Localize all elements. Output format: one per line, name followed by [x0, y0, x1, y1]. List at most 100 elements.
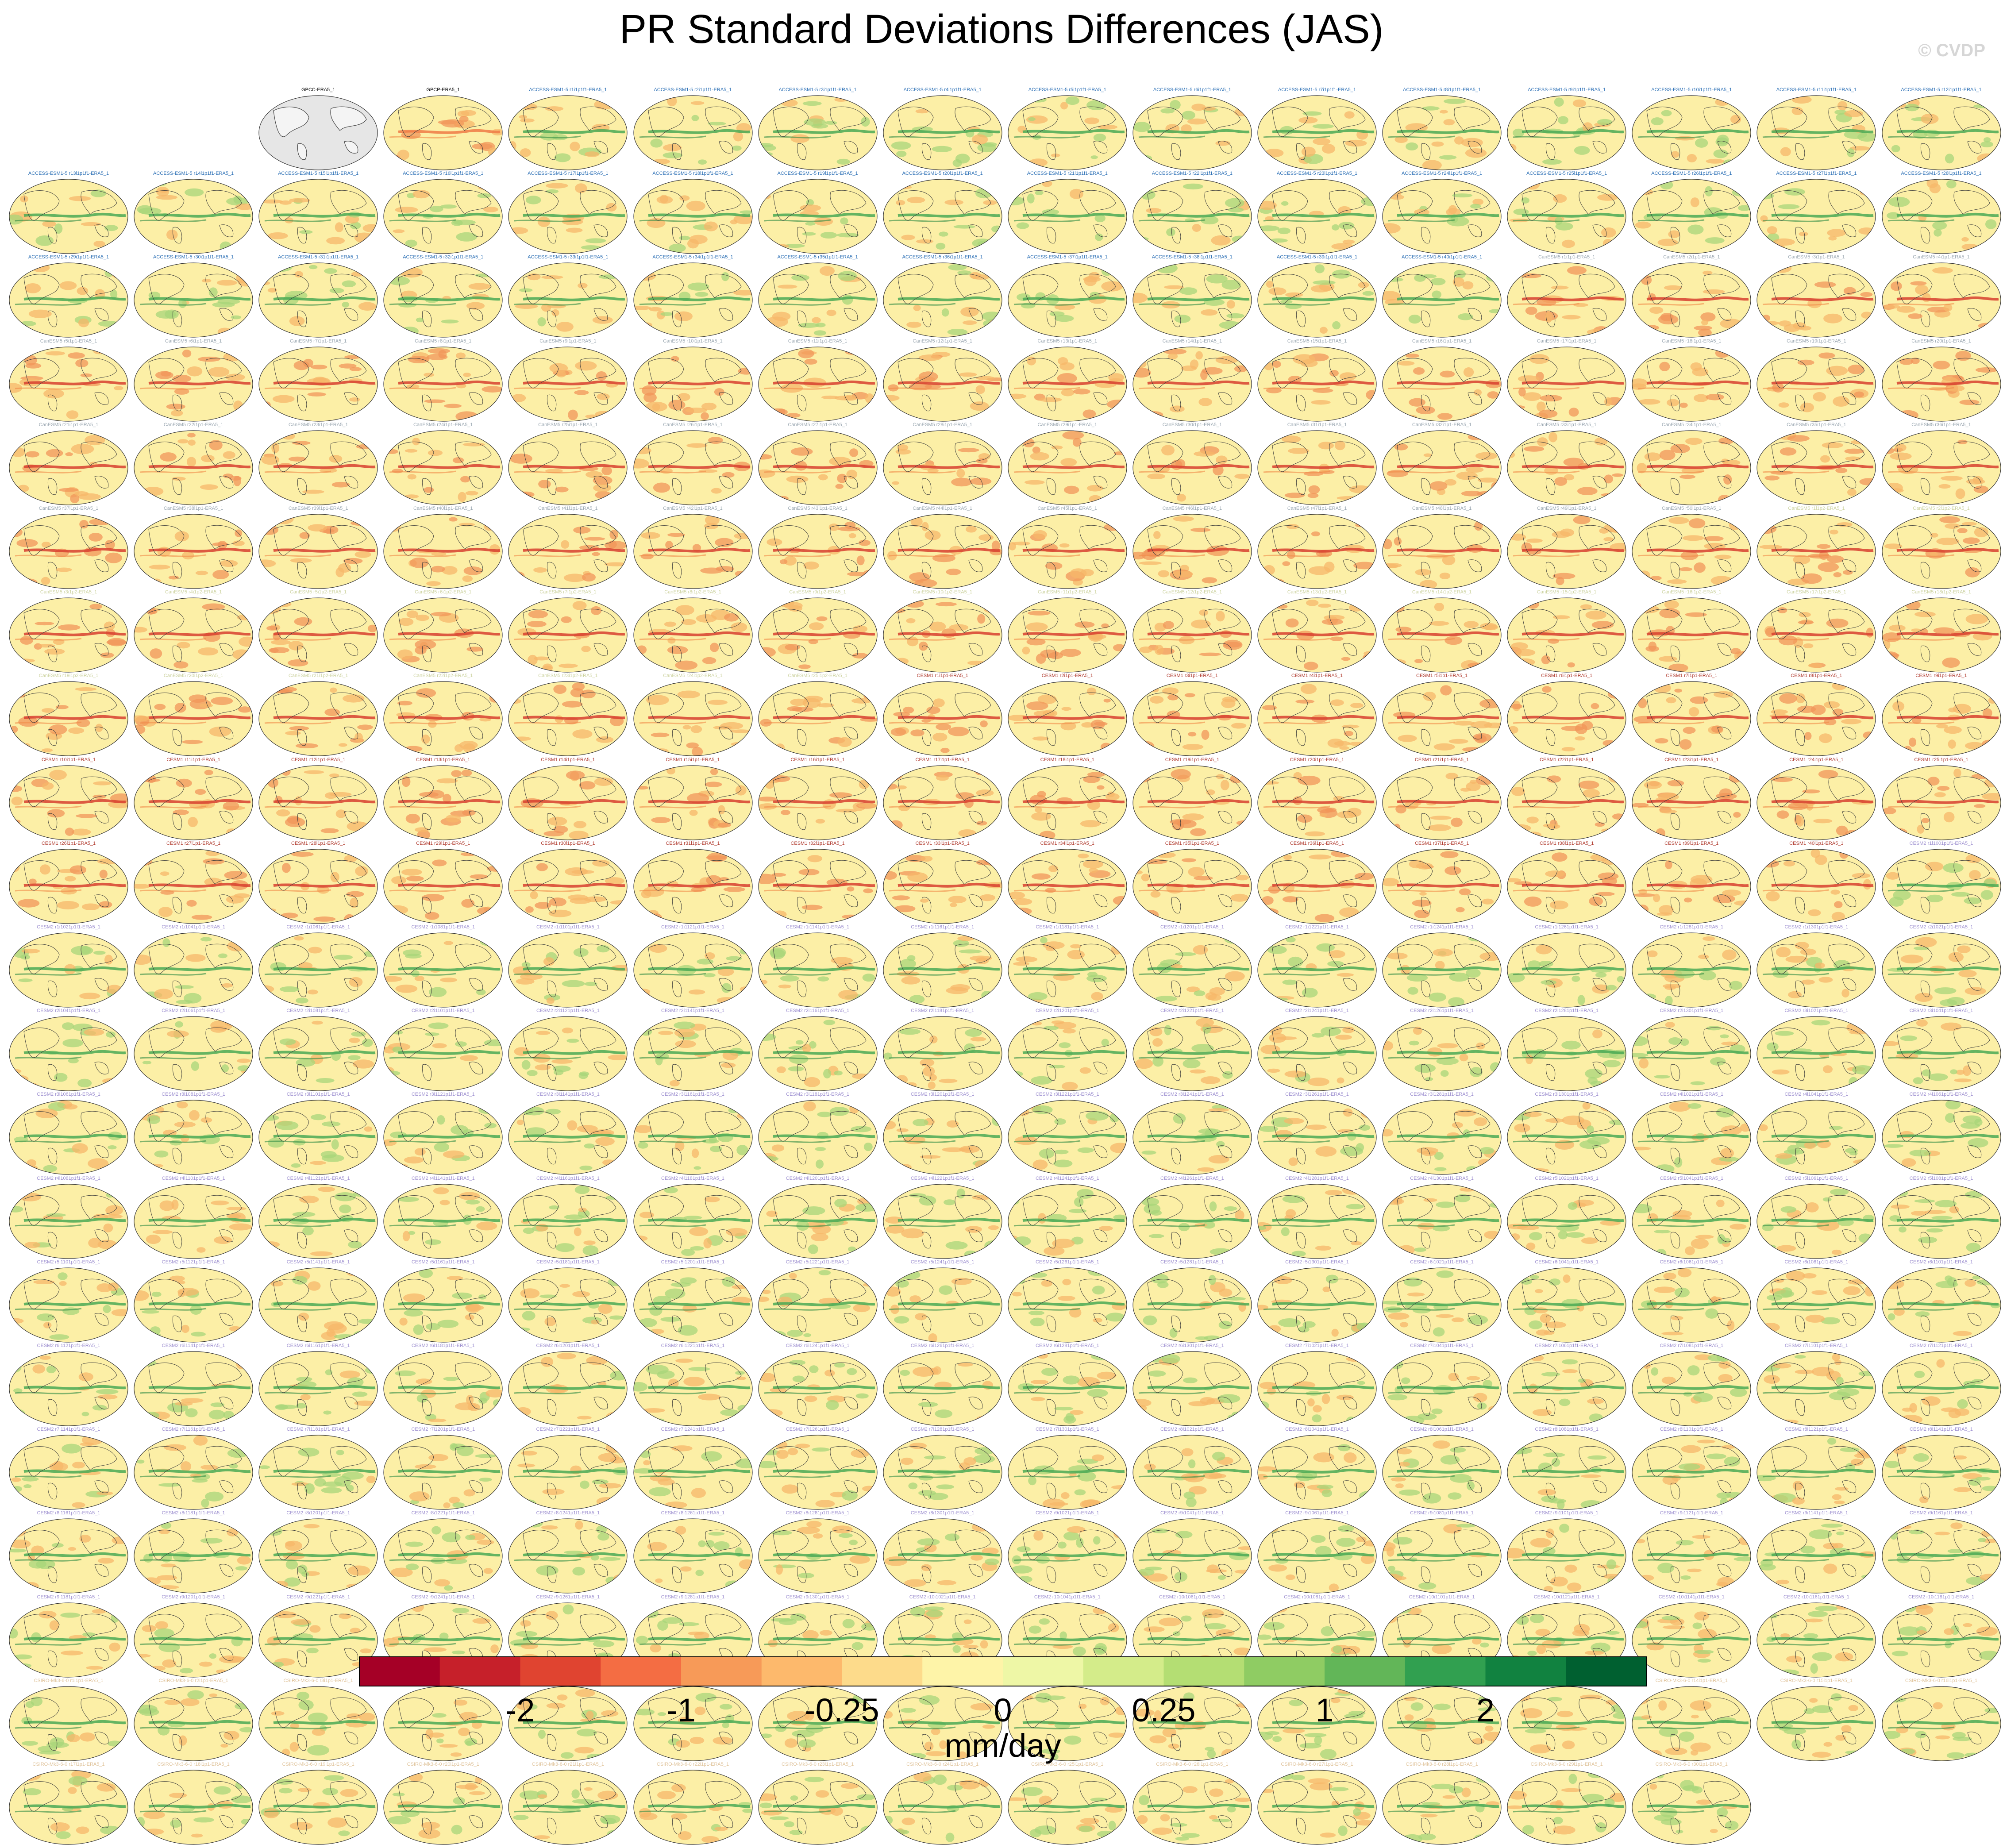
panel-title: CESM1 r39i1p1-ERA5_1 — [1629, 840, 1754, 847]
map-panel: CESM2 r7i1221p1f1-ERA5_1 — [505, 1426, 630, 1510]
panel-title: CESM2 r4i1141p1f1-ERA5_1 — [381, 1175, 505, 1182]
panel-title: CESM2 r2i1181p1f1-ERA5_1 — [880, 1008, 1005, 1014]
map-panel: CESM2 r6i1041p1f1-ERA5_1 — [1504, 1259, 1629, 1343]
panel-title: CESM2 r5i1221p1f1-ERA5_1 — [755, 1259, 880, 1265]
map-panel: CESM2 r2i1281p1f1-ERA5_1 — [1504, 1008, 1629, 1092]
robinson-map — [6, 512, 130, 592]
colorbar-segment — [681, 1657, 762, 1686]
map-panel: CESM2 r5i1181p1f1-ERA5_1 — [505, 1259, 630, 1343]
robinson-map — [381, 1182, 505, 1262]
panel-title: CESM2 r1i1301p1f1-ERA5_1 — [1754, 924, 1879, 930]
robinson-map — [1379, 679, 1503, 759]
robinson-map — [131, 1767, 255, 1848]
map-panel: CESM2 r3i1281p1f1-ERA5_1 — [1379, 1091, 1504, 1175]
robinson-map — [256, 679, 380, 759]
panel-title: CESM1 r26i1p1-ERA5_1 — [6, 840, 131, 847]
robinson-map — [1504, 1432, 1628, 1513]
robinson-map — [1879, 93, 2003, 173]
panel-title: CESM2 r7i1101p1f1-ERA5_1 — [1754, 1343, 1879, 1349]
map-panel: CESM2 r1i1061p1f1-ERA5_1 — [256, 924, 381, 1008]
robinson-map — [631, 1014, 755, 1094]
map-panel: CSIRO-Mk3-6-0 r28i1p1-ERA5_1 — [1379, 1761, 1504, 1845]
robinson-map — [880, 1182, 1004, 1262]
map-panel: CESM1 r24i1p1-ERA5_1 — [1754, 757, 1879, 841]
panel-title: ACCESS-ESM1-5 r16i1p1f1-ERA5_1 — [381, 170, 505, 177]
panel-title: CESM2 r4i1221p1f1-ERA5_1 — [880, 1175, 1005, 1182]
robinson-map — [505, 260, 629, 341]
panel-title: CESM2 r10i1041p1f1-ERA5_1 — [1005, 1594, 1130, 1600]
panel-title: CESM2 r7i1181p1f1-ERA5_1 — [256, 1426, 381, 1432]
panel-title: CanESM5 r28i1p1-ERA5_1 — [880, 422, 1005, 428]
panel-title: CESM2 r4i1281p1f1-ERA5_1 — [1255, 1175, 1379, 1182]
robinson-map — [6, 260, 130, 341]
map-panel: CESM2 r8i1181p1f1-ERA5_1 — [131, 1510, 256, 1594]
panel-title: CanESM5 r25i1p2-ERA5_1 — [755, 673, 880, 679]
map-panel: CESM2 r4i1201p1f1-ERA5_1 — [755, 1175, 880, 1259]
robinson-map — [631, 1516, 755, 1597]
panel-title: CESM2 r6i1081p1f1-ERA5_1 — [1754, 1259, 1879, 1265]
map-panel: CESM2 r5i1261p1f1-ERA5_1 — [1005, 1259, 1130, 1343]
panel-title: CESM2 r3i1261p1f1-ERA5_1 — [1255, 1091, 1379, 1097]
robinson-map — [631, 1767, 755, 1848]
map-panel: CESM2 r3i1261p1f1-ERA5_1 — [1255, 1091, 1379, 1175]
panel-title: CESM2 r3i1041p1f1-ERA5_1 — [1879, 1008, 2003, 1014]
map-panel: CESM2 r9i1121p1f1-ERA5_1 — [1629, 1510, 1754, 1594]
panel-title: CESM1 r37i1p1-ERA5_1 — [1379, 840, 1504, 847]
map-panel: ACCESS-ESM1-5 r4i1p1f1-ERA5_1 — [880, 87, 1005, 171]
panel-title: CESM2 r5i1061p1f1-ERA5_1 — [1754, 1175, 1879, 1182]
panel-title: CESM1 r35i1p1-ERA5_1 — [1130, 840, 1255, 847]
robinson-map — [381, 1014, 505, 1094]
panel-title: CanESM5 r24i1p2-ERA5_1 — [631, 673, 755, 679]
panel-title: CESM2 r10i1121p1f1-ERA5_1 — [1504, 1594, 1629, 1600]
panel-title: CESM2 r1i1221p1f1-ERA5_1 — [1255, 924, 1379, 930]
panel-title: CESM1 r3i1p1-ERA5_1 — [1130, 673, 1255, 679]
robinson-map — [1130, 177, 1254, 257]
robinson-map — [505, 428, 629, 508]
map-panel: CESM1 r34i1p1-ERA5_1 — [1005, 840, 1130, 924]
panel-title: CESM1 r30i1p1-ERA5_1 — [505, 840, 630, 847]
map-panel: CESM2 r2i1141p1f1-ERA5_1 — [631, 1008, 755, 1092]
map-panel: CESM2 r5i1141p1f1-ERA5_1 — [256, 1259, 381, 1343]
robinson-map — [1629, 1349, 1753, 1429]
panel-title: CESM2 r9i1301p1f1-ERA5_1 — [755, 1594, 880, 1600]
panel-title: ACCESS-ESM1-5 r28i1p1f1-ERA5_1 — [1879, 170, 2003, 177]
map-panel: CESM2 r1i1121p1f1-ERA5_1 — [631, 924, 755, 1008]
map-panel: CESM2 r8i1101p1f1-ERA5_1 — [1629, 1426, 1754, 1510]
panel-title: CESM1 r11i1p1-ERA5_1 — [131, 757, 256, 763]
panel-title: CanESM5 r22i1p2-ERA5_1 — [381, 673, 505, 679]
robinson-map — [1504, 1182, 1628, 1262]
robinson-map — [880, 512, 1004, 592]
robinson-map — [1879, 1182, 2003, 1262]
map-panel: CESM2 r6i1141p1f1-ERA5_1 — [131, 1343, 256, 1427]
map-panel: CanESM5 r40i1p1-ERA5_1 — [381, 505, 505, 589]
robinson-map — [880, 260, 1004, 341]
map-panel: CESM2 r8i1161p1f1-ERA5_1 — [6, 1510, 131, 1594]
map-panel: CESM2 r9i1101p1f1-ERA5_1 — [1504, 1510, 1629, 1594]
map-panel: CSIRO-Mk3-6-0 r26i1p1-ERA5_1 — [1130, 1761, 1255, 1845]
panel-title: CESM2 r1i1101p1f1-ERA5_1 — [505, 924, 630, 930]
map-panel: CESM2 r4i1061p1f1-ERA5_1 — [1879, 1091, 2003, 1175]
map-panel: CanESM5 r28i1p1-ERA5_1 — [880, 422, 1005, 506]
panel-title: CESM2 r2i1021p1f1-ERA5_1 — [1879, 924, 2003, 930]
panel-title: CESM1 r9i1p1-ERA5_1 — [1879, 673, 2003, 679]
map-panel: CESM2 r2i1181p1f1-ERA5_1 — [880, 1008, 1005, 1092]
map-panel: CESM2 r4i1121p1f1-ERA5_1 — [256, 1175, 381, 1259]
map-panel: CESM2 r1i1281p1f1-ERA5_1 — [1629, 924, 1754, 1008]
map-panel: CESM2 r6i1301p1f1-ERA5_1 — [1130, 1343, 1255, 1427]
robinson-map — [505, 344, 629, 425]
robinson-map — [381, 1097, 505, 1178]
panel-title: CanESM5 r16i1p1-ERA5_1 — [1379, 338, 1504, 344]
map-panel: CESM2 r7i1121p1f1-ERA5_1 — [1879, 1343, 2003, 1427]
robinson-map — [1504, 930, 1628, 1011]
panel-title: CESM2 r6i1281p1f1-ERA5_1 — [1005, 1343, 1130, 1349]
map-panel: CESM2 r1i1041p1f1-ERA5_1 — [131, 924, 256, 1008]
map-panel: CESM2 r9i1081p1f1-ERA5_1 — [1379, 1510, 1504, 1594]
map-panel: CESM1 r1i1p1-ERA5_1 — [880, 673, 1005, 757]
map-panel: CanESM5 r48i1p1-ERA5_1 — [1379, 505, 1504, 589]
panel-title: GPCP-ERA5_1 — [381, 87, 505, 93]
robinson-map — [1379, 1349, 1503, 1429]
panel-title: ACCESS-ESM1-5 r18i1p1f1-ERA5_1 — [631, 170, 755, 177]
map-panel: CESM2 r7i1301p1f1-ERA5_1 — [1005, 1426, 1130, 1510]
map-panel: CESM1 r6i1p1-ERA5_1 — [1504, 673, 1629, 757]
map-panel: CESM2 r5i1241p1f1-ERA5_1 — [880, 1259, 1005, 1343]
